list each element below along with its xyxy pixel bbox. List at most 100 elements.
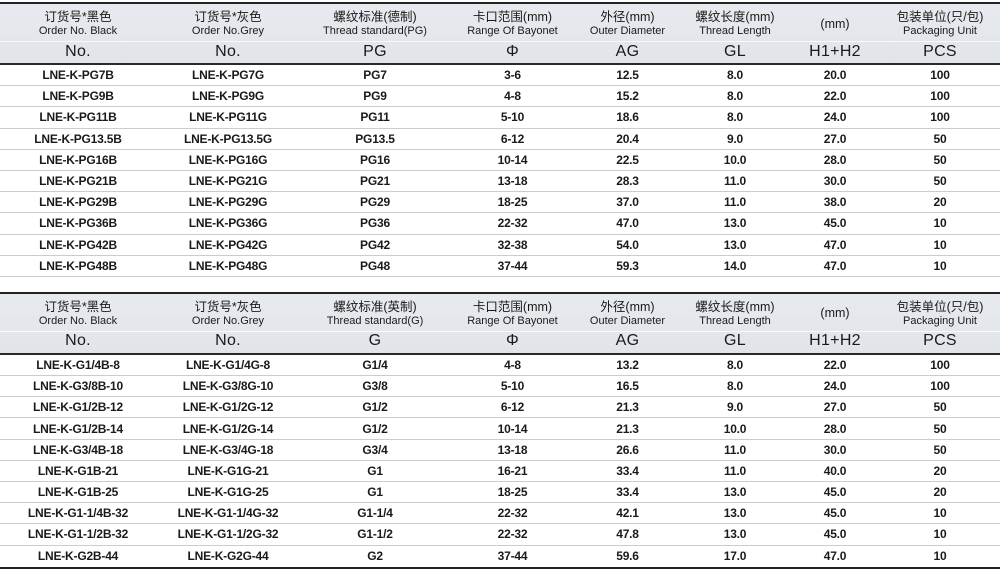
table-cell: 37-44 (497, 258, 528, 273)
header-order-no-grey: 订货号*灰色 Order No.Grey No. (156, 294, 300, 353)
table-cell: 59.6 (616, 549, 639, 564)
table-cell: PG9 (363, 89, 387, 104)
table-cell: LNE-K-G3/4B-18 (33, 442, 123, 457)
header-packaging-unit: 包装单位(只/包) Packaging Unit PCS (880, 4, 1000, 63)
column-title-en: Order No. Black (38, 314, 118, 327)
column-title-en: Thread standard(PG) (323, 25, 427, 37)
table-cell: LNE-K-PG29B (39, 195, 117, 210)
header-thread-standard: 螺纹标准(德制) Thread standard(PG) PG (300, 4, 450, 63)
table-cell: LNE-K-G1-1/4B-32 (27, 506, 129, 521)
table-cell: 20.4 (616, 131, 639, 146)
table-cell: LNE-K-PG48B (39, 258, 117, 273)
column-code: GL (724, 42, 746, 60)
column-title-en: Range Of Bayonet (467, 314, 558, 327)
table-cell: 6-12 (500, 400, 525, 415)
table-cell: 17.0 (723, 549, 747, 564)
table-cell: LNE-K-PG29G (188, 195, 268, 210)
table-cell: LNE-K-G1/2B-14 (33, 421, 123, 436)
column-code: PCS (923, 332, 957, 350)
header-thread-length: 螺纹长度(mm) Thread Length GL (680, 4, 790, 63)
table-cell: 20.0 (823, 68, 847, 83)
table-cell: 24.0 (823, 110, 847, 125)
table-cell: 22-32 (497, 527, 528, 542)
column-title-en: Packaging Unit (903, 25, 977, 37)
table-cell: 21.3 (616, 400, 639, 415)
table-cell: 50 (933, 131, 947, 146)
column-code: H1+H2 (809, 332, 861, 350)
table-cell: G1/2 (362, 400, 388, 415)
column-code: Φ (505, 332, 520, 350)
column-code: No. (65, 332, 91, 350)
column-code: PG (363, 42, 387, 60)
column-title-cn: 订货号*黑色 (44, 299, 112, 314)
table-cell: LNE-K-PG9B (42, 89, 114, 104)
table-cell: 13.0 (723, 485, 747, 500)
column-code: Φ (505, 42, 520, 60)
column-title-cn: 卡口范围(mm) (472, 299, 553, 314)
header-packaging-unit: 包装单位(只/包) Packaging Unit PCS (880, 294, 1000, 353)
table-cell: LNE-K-PG9G (191, 89, 264, 104)
table-cell: 13.0 (723, 506, 747, 521)
table-cell: LNE-K-G1G-25 (187, 485, 269, 500)
table-cell: LNE-K-G1-1/2B-32 (27, 527, 129, 542)
table-cell: 13.2 (616, 357, 639, 372)
column-title-cn: (mm) (820, 16, 850, 31)
table-row: LNE-K-G1/2B-14 LNE-K-G1/2G-14 G1/2 10-14 21.… (0, 418, 1000, 440)
table-row: LNE-K-G1/4B-8 LNE-K-G1/4G-8 G1/4 4-8 13.2 8.0… (0, 355, 1000, 377)
column-code: No. (215, 42, 241, 60)
table-cell: LNE-K-G1/2G-14 (182, 421, 274, 436)
table-cell: LNE-K-G1B-25 (37, 485, 119, 500)
pg-table-body: LNE-K-PG7B LNE-K-PG7G PG7 3-6 12.5 8.0 20.0 100… (0, 65, 1000, 277)
column-title-en: Range Of Bayonet (467, 25, 558, 37)
table-cell: LNE-K-PG21G (188, 174, 268, 189)
table-cell: 47.0 (823, 549, 847, 564)
table-cell: 13.0 (723, 527, 747, 542)
table-cell: LNE-K-PG13.5G (183, 131, 273, 146)
table-cell: 8.0 (726, 379, 744, 394)
table-cell: 9.0 (726, 131, 744, 146)
table-cell: G3/8 (362, 379, 388, 394)
table-cell: 45.0 (823, 527, 847, 542)
table-cell: 37-44 (497, 549, 528, 564)
table-cell: 12.5 (616, 68, 639, 83)
table-cell: G1-1/2 (357, 527, 393, 542)
table-cell: 13.0 (723, 237, 747, 252)
column-title-en: Thread Length (699, 25, 771, 37)
table-cell: 16.5 (616, 379, 639, 394)
table-cell: LNE-K-PG7G (191, 68, 264, 83)
table-row: LNE-K-G2B-44 LNE-K-G2G-44 G2 37-44 59.6 17.0 4… (0, 546, 1000, 567)
table-cell: 100 (930, 110, 950, 125)
table-row: LNE-K-G1/2B-12 LNE-K-G1/2G-12 G1/2 6-12 21.3… (0, 397, 1000, 419)
table-row: LNE-K-PG7B LNE-K-PG7G PG7 3-6 12.5 8.0 20.0 100 (0, 65, 1000, 87)
column-code: PCS (923, 42, 957, 60)
table-row: LNE-K-PG29B LNE-K-PG29G PG29 18-25 37.0 11.0 3… (0, 192, 1000, 214)
table-row: LNE-K-G1-1/4B-32 LNE-K-G1-1/4G-32 G1-1/4 22… (0, 503, 1000, 525)
table-cell: LNE-K-G1B-21 (37, 463, 119, 478)
table-row: LNE-K-PG42B LNE-K-PG42G PG42 32-38 54.0 13.0 4… (0, 235, 1000, 256)
g-table-header: 订货号*黑色 Order No. Black No. 订货号*灰色 Order … (0, 293, 1000, 355)
column-title-en: Packaging Unit (903, 314, 977, 327)
table-cell: 45.0 (823, 485, 847, 500)
table-cell: 10.0 (723, 152, 747, 167)
header-order-no-black: 订货号*黑色 Order No. Black No. (0, 4, 156, 63)
table-row: LNE-K-PG21B LNE-K-PG21G PG21 13-18 28.3 11.0 3… (0, 171, 1000, 193)
table-cell: 50 (933, 442, 947, 457)
table-cell: LNE-K-PG48G (188, 258, 268, 273)
table-cell: 27.0 (823, 131, 847, 146)
table-cell: 20 (933, 485, 947, 500)
table-cell: 22.0 (823, 89, 847, 104)
table-cell: LNE-K-PG21B (39, 174, 117, 189)
table-cell: 28.0 (823, 152, 847, 167)
table-cell: LNE-K-PG36B (39, 216, 117, 231)
header-h1-h2: (mm) H1+H2 (790, 294, 880, 353)
table-row: LNE-K-PG11B LNE-K-PG11G PG11 5-10 18.6 8.0 24.… (0, 107, 1000, 129)
table-cell: 10 (933, 527, 947, 542)
header-order-no-black: 订货号*黑色 Order No. Black No. (0, 294, 156, 353)
table-cell: 50 (933, 174, 947, 189)
table-cell: 33.4 (616, 485, 639, 500)
table-cell: G1-1/4 (357, 506, 393, 521)
column-title-cn: 外径(mm) (600, 10, 655, 24)
table-cell: PG13.5 (355, 131, 395, 146)
table-cell: LNE-K-PG16B (39, 152, 117, 167)
table-cell: 22-32 (497, 506, 528, 521)
